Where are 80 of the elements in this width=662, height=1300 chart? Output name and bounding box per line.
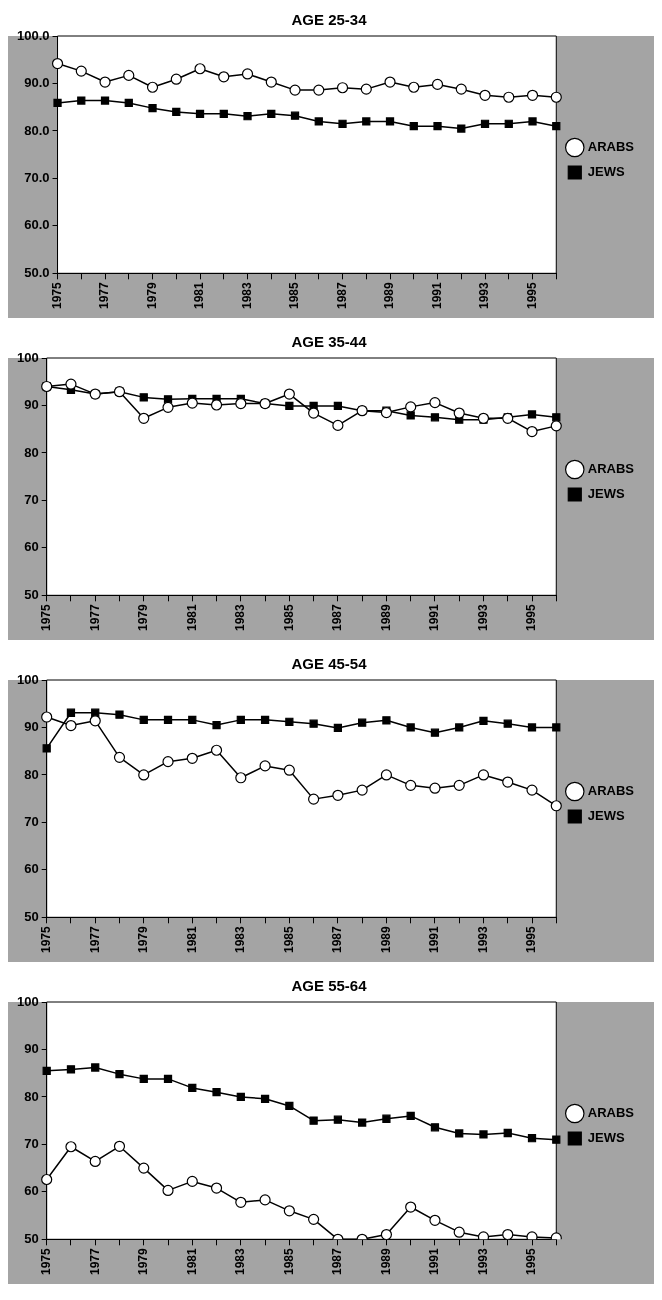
x-tick-label: 1977 — [87, 603, 102, 632]
y-tick-label: 70.0 — [24, 169, 50, 185]
x-tick-label: 1979 — [144, 281, 159, 310]
x-tick-label: 1975 — [49, 281, 64, 310]
y-tick-label: 100 — [16, 671, 39, 687]
x-tick-label: 1995 — [524, 1247, 539, 1276]
x-tick-label: 1985 — [281, 1247, 296, 1276]
x-tick-label: 1977 — [87, 925, 102, 954]
x-tick-label: 1977 — [97, 281, 112, 310]
chart-title: AGE 25-34 — [291, 11, 368, 29]
x-tick-label: 1991 — [429, 281, 444, 310]
y-tick-label: 80 — [24, 444, 39, 460]
legend-label: ARABS — [587, 139, 635, 155]
y-tick-label: 60.0 — [24, 217, 50, 233]
legend-label: ARABS — [587, 461, 635, 477]
y-tick-label: 60 — [24, 539, 39, 555]
y-tick-label: 80 — [24, 766, 39, 782]
x-tick-label: 1983 — [233, 1247, 248, 1276]
y-tick-label: 90 — [24, 1041, 39, 1057]
x-tick-label: 1995 — [524, 925, 539, 954]
x-tick-label: 1993 — [475, 603, 490, 632]
x-tick-label: 1981 — [184, 925, 199, 954]
x-tick-label: 1981 — [192, 281, 207, 310]
y-tick-label: 100 — [16, 993, 39, 1009]
x-tick-label: 1985 — [287, 281, 302, 310]
legend-label: JEWS — [587, 808, 625, 824]
y-tick-label: 50.0 — [24, 264, 50, 280]
x-tick-label: 1993 — [477, 281, 492, 310]
x-tick-label: 1993 — [475, 925, 490, 954]
x-tick-label: 1987 — [334, 281, 349, 310]
x-tick-label: 1991 — [427, 1247, 442, 1276]
x-tick-label: 1983 — [233, 925, 248, 954]
y-tick-label: 100.0 — [16, 27, 50, 43]
x-tick-label: 1981 — [184, 1247, 199, 1276]
x-tick-label: 1993 — [475, 1247, 490, 1276]
y-tick-label: 60 — [24, 1183, 39, 1199]
x-tick-label: 1985 — [281, 603, 296, 632]
x-tick-label: 1995 — [524, 603, 539, 632]
x-tick-label: 1989 — [378, 603, 393, 632]
y-tick-label: 100 — [16, 349, 39, 365]
y-tick-label: 50 — [24, 908, 39, 924]
x-tick-label: 1977 — [87, 1247, 102, 1276]
x-tick-label: 1991 — [427, 603, 442, 632]
x-tick-label: 1987 — [330, 925, 345, 954]
x-tick-label: 1991 — [427, 925, 442, 954]
x-tick-label: 1989 — [382, 281, 397, 310]
y-tick-label: 90 — [24, 719, 39, 735]
y-tick-label: 90 — [24, 397, 39, 413]
x-tick-label: 1989 — [378, 925, 393, 954]
x-tick-label: 1985 — [281, 925, 296, 954]
y-tick-label: 80 — [24, 1088, 39, 1104]
x-tick-label: 1995 — [524, 281, 539, 310]
x-tick-label: 1981 — [184, 603, 199, 632]
legend-label: ARABS — [587, 1105, 635, 1121]
x-tick-label: 1975 — [39, 925, 53, 954]
x-tick-label: 1989 — [378, 1247, 393, 1276]
legend-label: JEWS — [587, 1130, 625, 1146]
y-tick-label: 60 — [24, 861, 39, 877]
y-tick-label: 70 — [24, 1135, 39, 1151]
y-tick-label: 90.0 — [24, 75, 50, 91]
legend-label: JEWS — [587, 164, 625, 180]
y-tick-label: 50 — [24, 1230, 39, 1246]
x-tick-label: 1979 — [136, 1247, 151, 1276]
x-tick-label: 1975 — [39, 603, 53, 632]
chart-title: AGE 55-64 — [291, 977, 368, 995]
chart-title: AGE 45-54 — [291, 655, 368, 673]
y-tick-label: 70 — [24, 491, 39, 507]
x-tick-label: 1979 — [136, 603, 151, 632]
x-tick-label: 1983 — [233, 603, 248, 632]
y-tick-label: 50 — [24, 586, 39, 602]
x-tick-label: 1987 — [330, 603, 345, 632]
y-tick-label: 70 — [24, 813, 39, 829]
x-tick-label: 1975 — [39, 1247, 53, 1276]
x-tick-label: 1983 — [239, 281, 254, 310]
x-tick-label: 1987 — [330, 1247, 345, 1276]
legend-label: ARABS — [587, 783, 635, 799]
legend-label: JEWS — [587, 486, 625, 502]
chart-title: AGE 35-44 — [291, 333, 368, 351]
y-tick-label: 80.0 — [24, 122, 50, 138]
x-tick-label: 1979 — [136, 925, 151, 954]
